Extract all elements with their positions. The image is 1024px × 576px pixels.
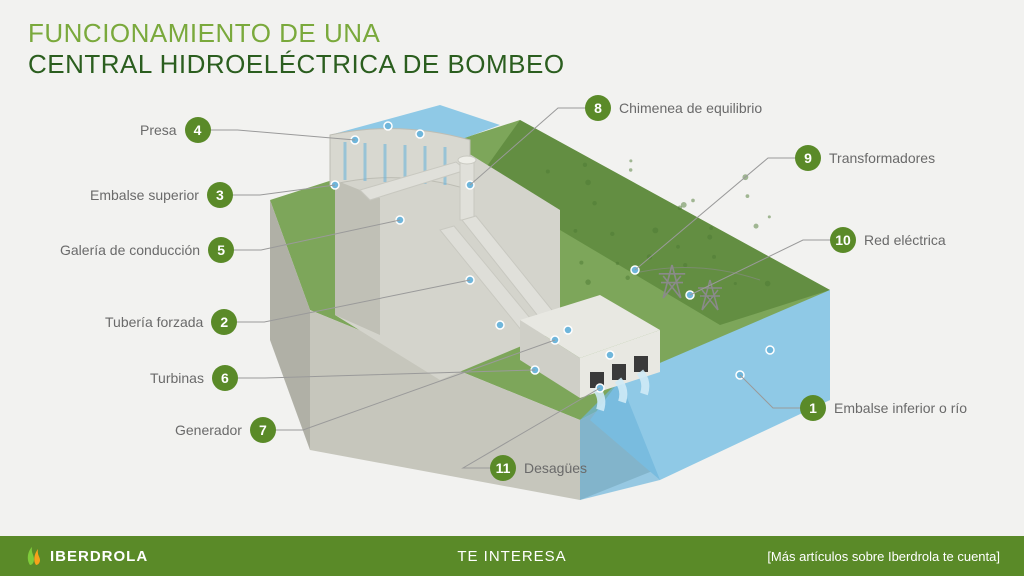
footer-bar: IBERDROLA TE INTERESA [Más artículos sob… — [0, 536, 1024, 576]
callout-3: 3 Embalse superior — [90, 182, 233, 208]
brand-logo: IBERDROLA — [0, 545, 148, 567]
callout-label: Tubería forzada — [105, 314, 203, 330]
callout-label: Desagües — [524, 460, 587, 476]
callout-badge: 11 — [490, 455, 516, 481]
title-line-2: CENTRAL HIDROELÉCTRICA DE BOMBEO — [28, 49, 565, 80]
callout-2: 2 Tubería forzada — [105, 309, 237, 335]
hydro-plant-diagram: 4 Presa 3 Embalse superior 5 Galería de condu… — [0, 80, 1024, 530]
callout-badge: 7 — [250, 417, 276, 443]
callout-4: 4 Presa — [140, 117, 211, 143]
title-line-1: FUNCIONAMIENTO DE UNA — [28, 18, 565, 49]
callout-label: Turbinas — [150, 370, 204, 386]
brand-name: IBERDROLA — [50, 548, 148, 565]
callout-label: Transformadores — [829, 150, 935, 166]
callout-label: Generador — [175, 422, 242, 438]
callout-badge: 6 — [212, 365, 238, 391]
callout-label: Presa — [140, 122, 177, 138]
callout-7: 7 Generador — [175, 417, 276, 443]
callout-1: 1 Embalse inferior o río — [800, 395, 967, 421]
callout-label: Red eléctrica — [864, 232, 946, 248]
callout-label: Galería de conducción — [60, 242, 200, 258]
callout-10: 10 Red eléctrica — [830, 227, 946, 253]
title-block: FUNCIONAMIENTO DE UNA CENTRAL HIDROELÉCT… — [28, 18, 565, 80]
callout-badge: 9 — [795, 145, 821, 171]
callout-8: 8 Chimenea de equilibrio — [585, 95, 762, 121]
callout-6: 6 Turbinas — [150, 365, 238, 391]
callout-label: Embalse inferior o río — [834, 400, 967, 416]
callout-badge: 1 — [800, 395, 826, 421]
footer-center-text: TE INTERESA — [457, 548, 566, 565]
callout-11: 11 Desagües — [490, 455, 587, 481]
callout-label: Chimenea de equilibrio — [619, 100, 762, 116]
footer-right-link[interactable]: [Más artículos sobre Iberdrola te cuenta… — [767, 549, 1024, 564]
callout-label: Embalse superior — [90, 187, 199, 203]
callout-badge: 4 — [185, 117, 211, 143]
callout-badge: 8 — [585, 95, 611, 121]
callout-badge: 2 — [211, 309, 237, 335]
callout-badge: 5 — [208, 237, 234, 263]
callout-badge: 3 — [207, 182, 233, 208]
leaf-flame-icon — [24, 545, 44, 567]
callout-5: 5 Galería de conducción — [60, 237, 234, 263]
callout-9: 9 Transformadores — [795, 145, 935, 171]
callout-badge: 10 — [830, 227, 856, 253]
